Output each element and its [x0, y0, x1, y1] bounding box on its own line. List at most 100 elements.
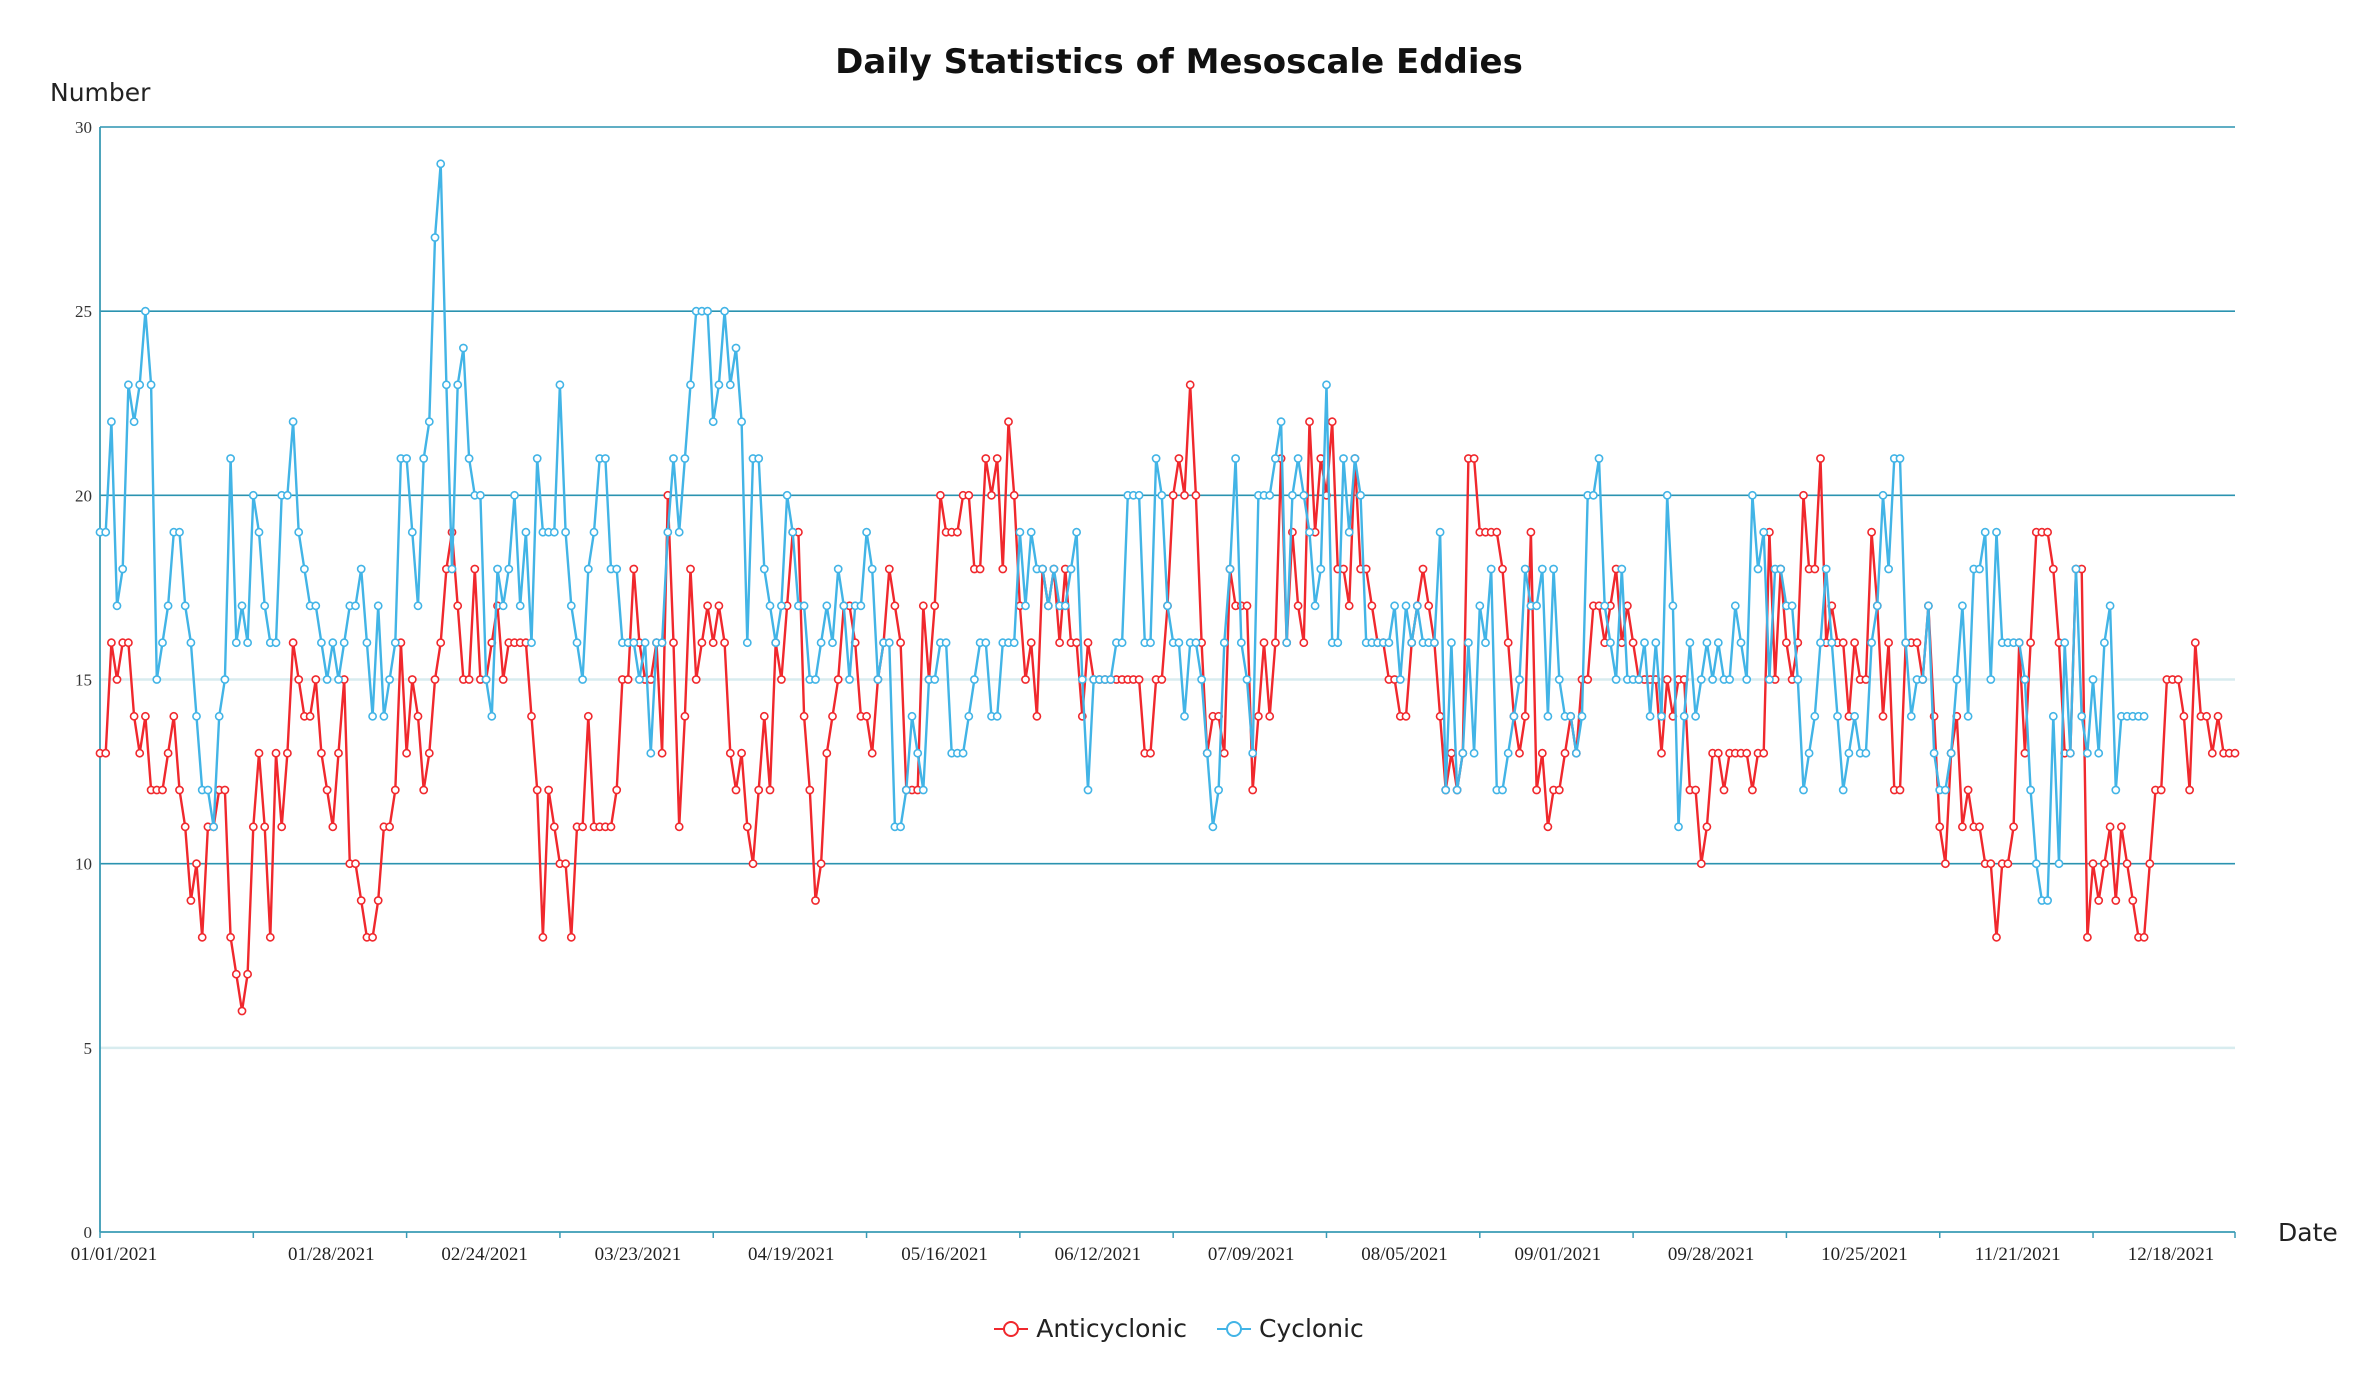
- data-point-cyclonic[interactable]: [1248, 748, 1258, 758]
- data-point-cyclonic[interactable]: [1322, 380, 1331, 390]
- data-point-anticyclonic[interactable]: [220, 785, 230, 795]
- data-point-cyclonic[interactable]: [1844, 748, 1854, 758]
- data-point-cyclonic[interactable]: [2054, 859, 2064, 869]
- data-point-anticyclonic[interactable]: [527, 711, 536, 721]
- data-point-anticyclonic[interactable]: [737, 748, 746, 758]
- data-point-anticyclonic[interactable]: [2179, 711, 2189, 721]
- data-point-anticyclonic[interactable]: [930, 601, 940, 611]
- data-point-cyclonic[interactable]: [1668, 601, 1678, 611]
- data-point-anticyclonic[interactable]: [123, 638, 133, 648]
- data-point-anticyclonic[interactable]: [322, 785, 332, 795]
- data-point-anticyclonic[interactable]: [1503, 638, 1513, 648]
- data-point-anticyclonic[interactable]: [282, 748, 292, 758]
- data-point-anticyclonic[interactable]: [1191, 490, 1201, 500]
- data-point-anticyclonic[interactable]: [1696, 859, 1706, 869]
- data-point-cyclonic[interactable]: [1202, 748, 1212, 758]
- data-point-cyclonic[interactable]: [203, 785, 213, 795]
- data-point-anticyclonic[interactable]: [833, 675, 843, 684]
- data-point-anticyclonic[interactable]: [1327, 417, 1337, 427]
- data-point-anticyclonic[interactable]: [1759, 748, 1769, 758]
- data-point-cyclonic[interactable]: [1952, 675, 1962, 684]
- data-point-cyclonic[interactable]: [1821, 564, 1831, 574]
- data-point-cyclonic[interactable]: [1151, 454, 1161, 463]
- data-point-cyclonic[interactable]: [175, 527, 184, 537]
- data-point-cyclonic[interactable]: [811, 675, 820, 684]
- data-point-cyclonic[interactable]: [1305, 527, 1314, 537]
- data-point-cyclonic[interactable]: [135, 380, 145, 390]
- data-point-cyclonic[interactable]: [1333, 638, 1343, 648]
- data-point-anticyclonic[interactable]: [578, 822, 587, 832]
- data-point-cyclonic[interactable]: [1685, 638, 1695, 648]
- data-point-cyclonic[interactable]: [1282, 638, 1292, 648]
- data-point-cyclonic[interactable]: [1850, 711, 1859, 721]
- data-point-cyclonic[interactable]: [180, 601, 190, 611]
- data-point-cyclonic[interactable]: [1163, 601, 1172, 611]
- data-point-anticyclonic[interactable]: [1958, 822, 1967, 832]
- data-point-anticyclonic[interactable]: [1305, 417, 1314, 427]
- data-point-anticyclonic[interactable]: [1418, 564, 1428, 574]
- data-point-cyclonic[interactable]: [1617, 564, 1627, 574]
- data-point-cyclonic[interactable]: [680, 454, 690, 463]
- data-point-anticyclonic[interactable]: [720, 638, 729, 648]
- data-point-anticyclonic[interactable]: [680, 711, 690, 721]
- data-point-cyclonic[interactable]: [1469, 748, 1479, 758]
- data-point-cyclonic[interactable]: [1543, 711, 1553, 721]
- data-point-anticyclonic[interactable]: [2088, 859, 2098, 869]
- data-point-cyclonic[interactable]: [555, 380, 565, 390]
- data-point-cyclonic[interactable]: [1992, 527, 2001, 537]
- data-point-anticyclonic[interactable]: [1072, 638, 1081, 648]
- data-point-cyclonic[interactable]: [1430, 638, 1439, 648]
- data-point-cyclonic[interactable]: [1702, 638, 1712, 648]
- data-point-cyclonic[interactable]: [419, 454, 429, 463]
- data-point-cyclonic[interactable]: [1600, 601, 1610, 611]
- data-point-anticyclonic[interactable]: [544, 785, 553, 795]
- data-point-cyclonic[interactable]: [1339, 454, 1348, 463]
- data-point-cyclonic[interactable]: [209, 822, 218, 832]
- data-point-cyclonic[interactable]: [1861, 748, 1871, 758]
- data-point-anticyclonic[interactable]: [1816, 454, 1825, 463]
- data-point-anticyclonic[interactable]: [2043, 527, 2052, 537]
- data-point-anticyclonic[interactable]: [799, 711, 809, 721]
- data-point-anticyclonic[interactable]: [265, 932, 275, 942]
- data-point-cyclonic[interactable]: [1288, 490, 1297, 500]
- data-point-cyclonic[interactable]: [515, 601, 525, 611]
- data-point-anticyclonic[interactable]: [328, 822, 338, 832]
- data-point-cyclonic[interactable]: [1191, 638, 1201, 648]
- data-point-anticyclonic[interactable]: [1271, 638, 1280, 648]
- data-point-cyclonic[interactable]: [1566, 711, 1576, 721]
- data-point-cyclonic[interactable]: [1106, 675, 1116, 684]
- data-point-cyclonic[interactable]: [714, 380, 724, 390]
- data-point-anticyclonic[interactable]: [498, 675, 508, 684]
- data-point-cyclonic[interactable]: [436, 159, 446, 169]
- data-point-cyclonic[interactable]: [1776, 564, 1786, 574]
- data-point-cyclonic[interactable]: [941, 638, 951, 648]
- data-point-anticyclonic[interactable]: [2026, 638, 2035, 648]
- data-point-cyclonic[interactable]: [720, 306, 729, 316]
- data-point-anticyclonic[interactable]: [2213, 711, 2223, 721]
- data-point-cyclonic[interactable]: [572, 638, 582, 648]
- data-point-cyclonic[interactable]: [828, 638, 837, 648]
- data-point-anticyclonic[interactable]: [1992, 932, 2001, 942]
- data-point-cyclonic[interactable]: [1390, 601, 1399, 611]
- data-point-cyclonic[interactable]: [504, 564, 514, 574]
- data-point-cyclonic[interactable]: [1043, 601, 1053, 611]
- data-point-anticyclonic[interactable]: [2099, 859, 2109, 869]
- data-point-anticyclonic[interactable]: [402, 748, 411, 758]
- data-point-cyclonic[interactable]: [1606, 638, 1615, 648]
- data-point-anticyclonic[interactable]: [140, 711, 150, 721]
- data-point-cyclonic[interactable]: [1356, 490, 1365, 500]
- data-point-anticyclonic[interactable]: [953, 527, 962, 537]
- data-point-cyclonic[interactable]: [1458, 748, 1468, 758]
- data-point-cyclonic[interactable]: [1730, 601, 1740, 611]
- data-point-anticyclonic[interactable]: [964, 490, 974, 500]
- data-point-cyclonic[interactable]: [1509, 711, 1519, 721]
- data-point-anticyclonic[interactable]: [2048, 564, 2058, 574]
- data-point-anticyclonic[interactable]: [1702, 822, 1712, 832]
- data-point-anticyclonic[interactable]: [566, 932, 576, 942]
- data-point-cyclonic[interactable]: [771, 638, 781, 648]
- data-point-anticyclonic[interactable]: [464, 675, 474, 684]
- legend-item-anticyclonic[interactable]: Anticyclonic: [994, 1314, 1187, 1343]
- data-point-cyclonic[interactable]: [759, 564, 769, 574]
- data-point-anticyclonic[interactable]: [1691, 785, 1700, 795]
- data-point-cyclonic[interactable]: [2043, 896, 2052, 905]
